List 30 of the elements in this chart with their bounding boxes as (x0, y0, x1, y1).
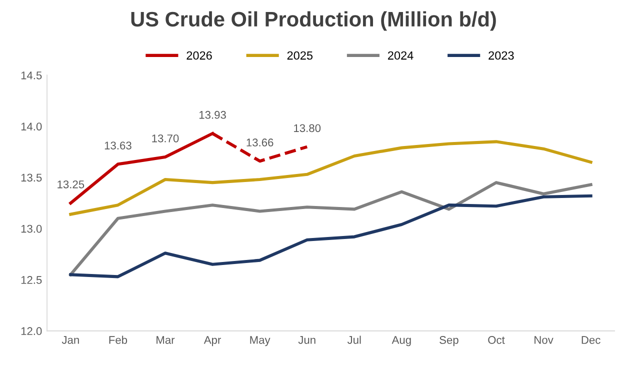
x-tick-label: May (250, 336, 270, 346)
chart-title: US Crude Oil Production (Million b/d) (131, 11, 496, 31)
legend-label: 2025 (287, 51, 313, 60)
x-tick-label: Apr (204, 336, 221, 346)
x-tick-label: Oct (488, 336, 505, 344)
x-tick-label: Feb (109, 336, 128, 344)
y-tick-label: 14.5 (21, 72, 42, 80)
x-tick-label: Mar (156, 336, 175, 344)
y-tick-label: 12.0 (21, 327, 42, 336)
data-label: 13.70 (152, 134, 179, 142)
x-tick-label: Jul (347, 336, 361, 344)
data-label: 13.80 (294, 124, 321, 132)
y-tick-label: 13.0 (21, 224, 42, 233)
legend-label: 2023 (488, 51, 514, 60)
x-tick-label: Dec (582, 336, 600, 344)
data-label: 13.25 (58, 180, 84, 188)
x-tick-label: Jun (298, 336, 316, 344)
data-label: 13.66 (246, 138, 274, 146)
line-series (69, 194, 592, 278)
x-tick-label: Nov (534, 336, 554, 344)
data-label: 13.63 (104, 142, 132, 150)
data-label: 13.93 (199, 110, 226, 119)
legend-label: 2024 (388, 51, 414, 60)
legend-label: 2026 (186, 51, 212, 60)
x-tick-label: Sep (440, 336, 458, 346)
y-tick-label: 13.5 (21, 174, 42, 182)
x-tick-label: Aug (392, 336, 411, 346)
y-tick-label: 12.5 (21, 276, 42, 284)
x-tick-label: Jan (62, 336, 79, 344)
y-tick-label: 14.0 (21, 122, 42, 130)
